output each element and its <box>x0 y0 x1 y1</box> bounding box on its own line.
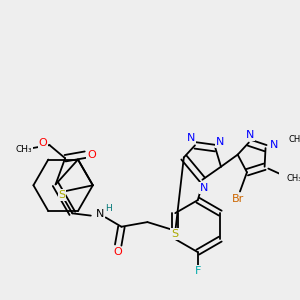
Text: N: N <box>96 209 104 219</box>
Text: CH₃: CH₃ <box>288 135 300 144</box>
Text: N: N <box>216 136 224 147</box>
Text: F: F <box>195 266 201 276</box>
Text: CH₃: CH₃ <box>287 174 300 183</box>
Text: N: N <box>246 130 254 140</box>
Text: S: S <box>58 190 66 200</box>
Text: N: N <box>200 183 208 193</box>
Text: O: O <box>87 150 96 160</box>
Text: O: O <box>39 138 47 148</box>
Text: Br: Br <box>232 194 244 204</box>
Text: O: O <box>113 248 122 257</box>
Text: N: N <box>270 140 278 150</box>
Text: H: H <box>105 204 112 213</box>
Text: CH₃: CH₃ <box>15 145 32 154</box>
Text: N: N <box>187 133 195 143</box>
Text: S: S <box>171 229 178 239</box>
